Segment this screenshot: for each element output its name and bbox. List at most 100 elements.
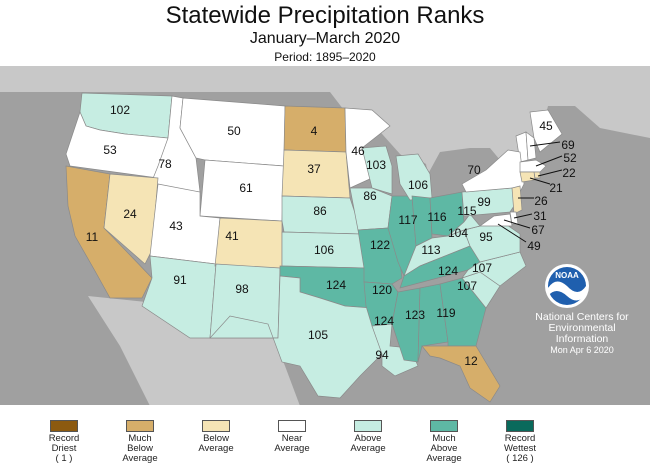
rank-label-id: 78 — [158, 157, 172, 171]
leader-line-dc — [497, 223, 527, 243]
state-ct — [519, 171, 536, 183]
rank-label-nh: 69 — [561, 138, 575, 152]
rank-label-ct: 21 — [549, 181, 563, 195]
legend-label: Much Below Average — [122, 433, 158, 464]
rank-label-mt: 50 — [227, 124, 241, 138]
state-nv — [103, 173, 159, 265]
rank-label-nj: 26 — [534, 194, 548, 208]
lake-erie — [425, 184, 462, 200]
legend-item: Record Driest ( 1 ) — [19, 420, 109, 464]
rank-label-ut: 43 — [169, 219, 183, 233]
credit-line-2: Environmental — [548, 322, 616, 334]
legend-swatch — [202, 420, 230, 432]
rank-label-mo: 122 — [370, 238, 390, 252]
state-md — [478, 213, 513, 227]
legend-label: Below Average — [198, 433, 234, 454]
legend-label: Much Above Average — [426, 433, 462, 464]
states-layer — [65, 92, 563, 403]
state-wv — [447, 213, 481, 237]
rank-label-de: 31 — [533, 209, 547, 223]
legend-item: Much Below Average — [95, 420, 185, 464]
map-subtitle: January–March 2020 — [249, 30, 401, 47]
rank-label-co: 41 — [225, 229, 239, 243]
credit-line-1: National Centers for — [535, 311, 629, 323]
rank-label-il: 117 — [398, 213, 417, 227]
state-nj — [511, 185, 523, 215]
leader-line-ri — [537, 169, 563, 177]
legend-label: Near Average — [274, 433, 310, 454]
rank-label-ma: 52 — [563, 151, 577, 165]
rank-label-in: 116 — [427, 210, 446, 224]
credit-line-3: Information — [555, 333, 609, 345]
rank-label-ne: 86 — [313, 204, 327, 218]
rank-label-mi: 106 — [408, 178, 428, 192]
rank-label-ny: 70 — [467, 163, 481, 177]
legend-swatch — [506, 420, 534, 432]
rank-label-ia: 86 — [363, 189, 377, 203]
legend-swatch — [278, 420, 306, 432]
state-tx — [209, 275, 383, 399]
map-title: Statewide Precipitation Ranks — [165, 2, 485, 29]
state-al — [417, 283, 449, 363]
rank-label-ok: 124 — [326, 278, 346, 292]
rank-label-ca: 11 — [86, 230, 99, 244]
northeast-leader-lines — [497, 141, 563, 243]
rank-label-wa: 102 — [110, 103, 130, 117]
leader-line-nh — [529, 141, 561, 147]
rank-label-ri: 22 — [562, 166, 576, 180]
state-la — [371, 323, 419, 377]
legend-label: Record Wettest ( 126 ) — [503, 433, 537, 464]
rank-label-mn: 46 — [351, 144, 365, 158]
state-ma — [519, 159, 547, 173]
legend-swatch — [50, 420, 78, 432]
rank-label-ms: 124 — [374, 314, 394, 328]
rank-label-fl: 12 — [464, 354, 478, 368]
rank-labels-layer: 102 53 11 78 24 50 61 43 91 41 98 4 37 86 106 124 105 46 8… — [86, 103, 577, 368]
legend-item: Below Average — [171, 420, 261, 454]
rank-label-wy: 61 — [239, 181, 253, 195]
legend-swatch — [354, 420, 382, 432]
rank-label-pa: 99 — [477, 195, 491, 209]
rank-label-sc: 107 — [457, 279, 477, 293]
state-fl — [421, 345, 501, 403]
rank-label-sd: 37 — [307, 162, 321, 176]
noaa-logo-text: NOAA — [555, 271, 579, 280]
rank-label-va: 95 — [479, 230, 493, 244]
legend-item: Near Average — [247, 420, 337, 454]
rank-label-al: 123 — [405, 308, 425, 322]
precipitation-map: 102 53 11 78 24 50 61 43 91 41 98 4 37 86 106 124 105 46 8… — [0, 66, 650, 406]
rank-label-ks: 106 — [314, 243, 334, 257]
leader-line-md — [503, 219, 531, 229]
noaa-logo-wave — [548, 281, 586, 301]
rank-label-oh: 115 — [457, 204, 476, 218]
state-ms — [391, 287, 421, 363]
rank-label-nc: 107 — [472, 261, 492, 275]
rank-label-ga: 119 — [436, 306, 455, 320]
rank-label-ky: 113 — [421, 243, 440, 257]
period-label: Period: 1895–2020 — [274, 50, 376, 64]
rank-label-nv: 24 — [123, 207, 137, 221]
legend-label: Record Driest ( 1 ) — [48, 433, 80, 464]
rank-label-or: 53 — [103, 143, 117, 157]
legend-swatch — [430, 420, 458, 432]
legend-swatch — [126, 420, 154, 432]
state-co — [214, 217, 283, 272]
leader-line-ma — [535, 155, 563, 167]
rank-label-tx: 105 — [308, 328, 328, 342]
leader-line-ct — [529, 177, 551, 185]
legend-item: Above Average — [323, 420, 413, 454]
rank-label-la: 94 — [375, 348, 389, 362]
noaa-logo: NOAA — [545, 264, 589, 308]
rank-label-me: 45 — [539, 119, 553, 133]
rank-label-md: 67 — [531, 223, 545, 237]
rank-label-ar: 120 — [372, 283, 392, 297]
canada-landmass — [0, 66, 650, 174]
rank-label-wi: 103 — [366, 158, 386, 172]
state-ny — [461, 149, 525, 197]
legend: Record Driest ( 1 ) Much Below Average Bel… — [0, 405, 650, 475]
legend-item: Record Wettest ( 126 ) — [475, 420, 565, 464]
state-wi — [361, 145, 393, 195]
rank-label-dc: 49 — [527, 239, 541, 253]
legend-label: Above Average — [350, 433, 386, 454]
rank-label-wv: 104 — [448, 226, 468, 240]
